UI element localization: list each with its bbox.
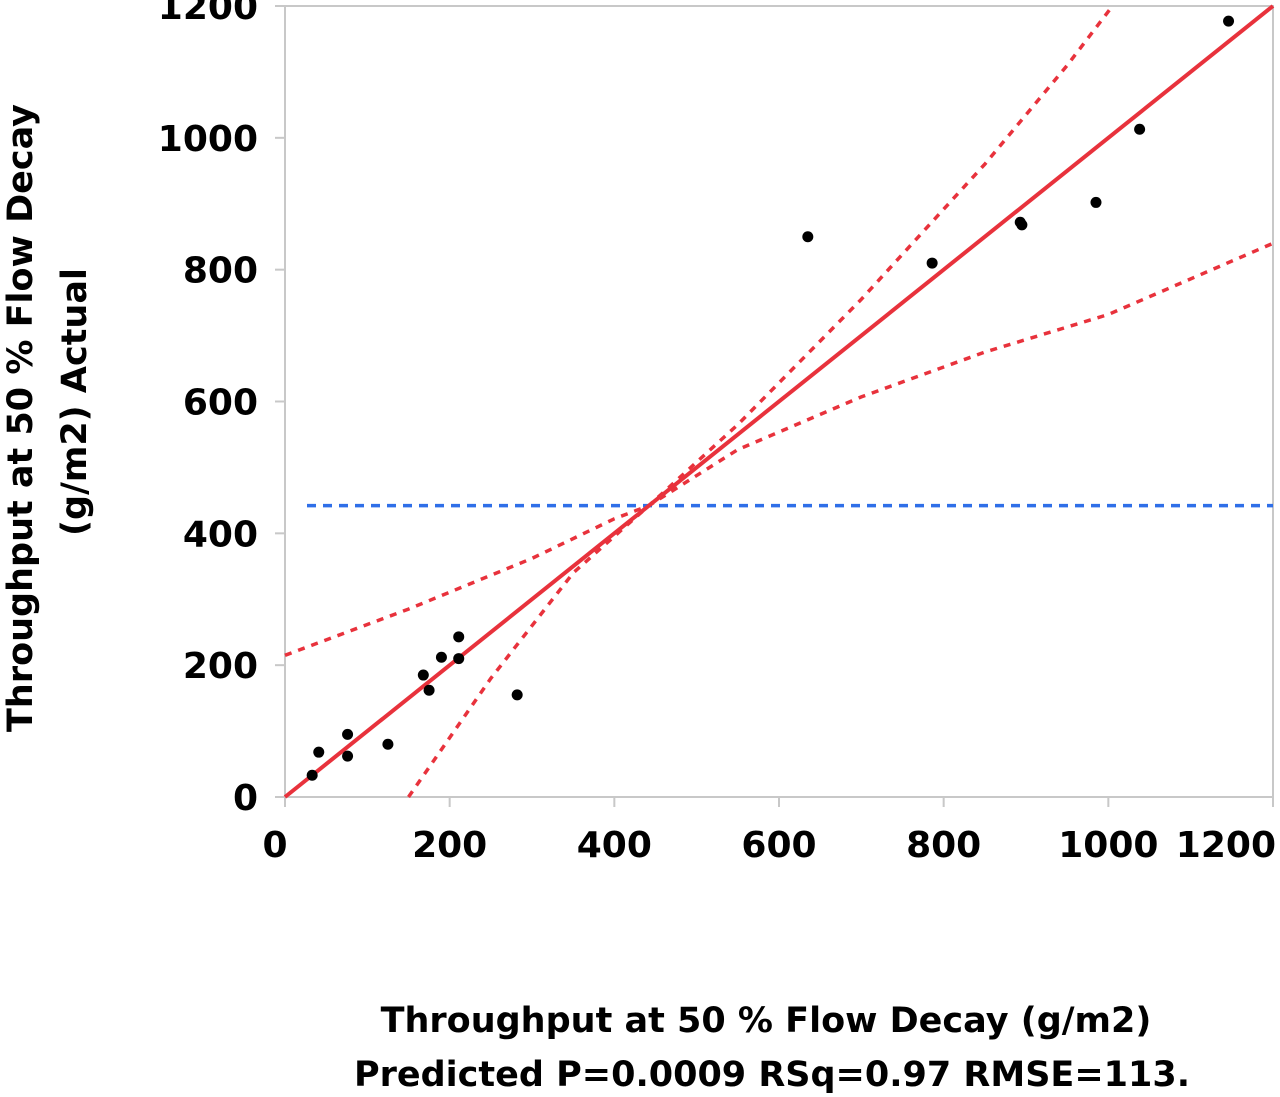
x-tick-label: 0 — [262, 825, 287, 866]
y-tick-label: 0 — [233, 778, 258, 819]
data-point — [423, 684, 435, 696]
data-point — [342, 750, 354, 762]
x-tick-label: 200 — [412, 825, 487, 866]
data-point — [342, 728, 354, 740]
data-points — [306, 15, 1235, 781]
data-point — [417, 669, 429, 681]
y-tick-label: 1200 — [158, 0, 258, 28]
x-axis-title-line1: Throughput at 50 % Flow Decay (g/m2) — [381, 1001, 1152, 1041]
x-tick-label: 1000 — [1058, 825, 1158, 866]
data-point — [306, 769, 318, 781]
x-tick-label: 1200 — [1176, 825, 1276, 866]
data-point — [1016, 219, 1028, 231]
x-tick-label: 600 — [741, 825, 816, 866]
data-point — [1134, 123, 1146, 135]
data-point — [1090, 196, 1102, 208]
confidence-upper-curve — [284, 4, 1114, 657]
y-axis-ticks: 0 200 400 600 800 1000 1200 — [158, 0, 285, 819]
y-tick-label: 600 — [183, 383, 258, 424]
x-tick-label: 400 — [577, 825, 652, 866]
data-point — [802, 231, 814, 243]
data-point — [926, 257, 938, 269]
x-tick-label: 800 — [906, 825, 981, 866]
data-point — [453, 653, 465, 665]
y-axis-title-line2: (g/m2) Actual — [55, 268, 95, 536]
y-tick-label: 1000 — [158, 119, 258, 160]
x-axis-ticks: 0 200 400 600 800 1000 1200 — [262, 797, 1276, 866]
y-tick-label: 800 — [183, 251, 258, 292]
data-point — [511, 689, 523, 701]
y-axis-title-line1: Throughput at 50 % Flow Decay — [1, 104, 41, 732]
data-point — [1223, 15, 1235, 27]
data-point — [382, 738, 394, 750]
data-point — [313, 746, 325, 758]
x-axis-title-line2: Predicted P=0.0009 RSq=0.97 RMSE=113. — [354, 1055, 1190, 1095]
confidence-lower-curve — [407, 241, 1274, 798]
fit-line — [283, 4, 1275, 799]
y-tick-label: 200 — [183, 646, 258, 687]
y-tick-label: 400 — [183, 514, 258, 555]
data-point — [453, 631, 465, 643]
data-point — [435, 651, 447, 663]
